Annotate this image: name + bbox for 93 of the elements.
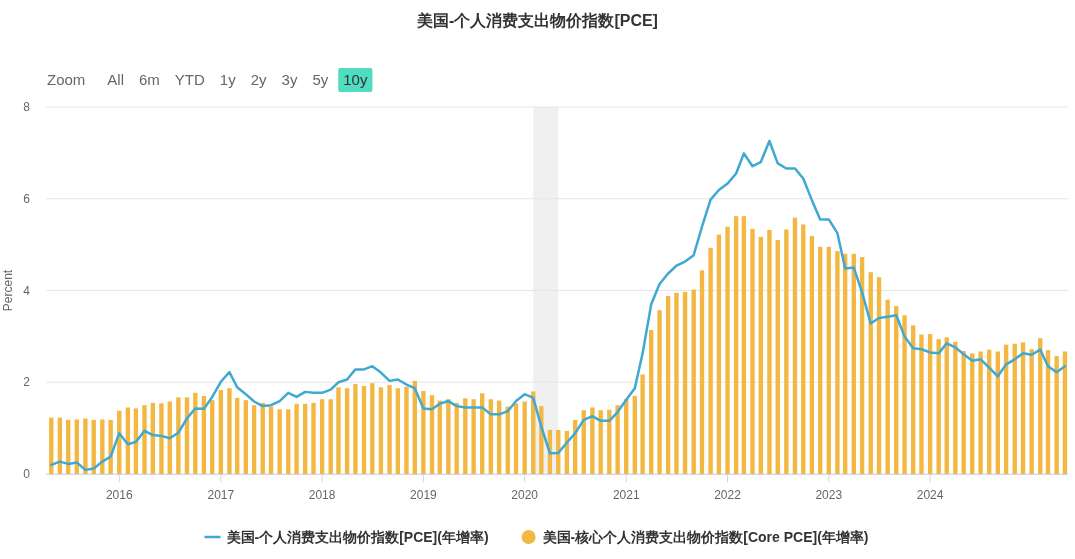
bar [142,405,147,474]
x-tick-label: 2017 [207,488,235,502]
bar [268,406,274,474]
bar [344,388,350,474]
bar [319,399,325,474]
bar [665,296,671,474]
bar [674,292,679,474]
bar [733,216,739,474]
bar [716,234,722,474]
bar [210,400,215,474]
bar [361,385,367,474]
y-tick-label: 4 [23,283,31,298]
bar [1029,349,1034,474]
y-axis-title: Percent [1,269,15,312]
bar [919,334,924,474]
bar [590,407,595,474]
bar [243,400,248,474]
bar [277,409,282,474]
x-tick-label: 2019 [410,488,438,502]
bar [885,299,890,474]
bar [395,388,401,474]
bar [336,387,341,474]
bar [522,401,527,474]
bar [387,385,392,474]
legend-label: 美国-个人消费支出物价指数[PCE](年增率) [225,529,489,545]
bar [708,247,713,474]
bar [513,403,519,474]
bar [741,216,747,474]
bar [649,329,654,474]
bar [640,374,645,474]
bar [835,251,840,474]
bar [682,291,688,474]
bar [294,403,299,474]
x-tick-label: 2018 [308,488,336,502]
bar [818,246,823,474]
bar [302,403,308,474]
bar [607,409,612,474]
bar [100,419,105,474]
y-tick-label: 8 [23,100,31,114]
bar [83,418,88,474]
bar [353,384,358,474]
x-tick-label: 2024 [916,488,944,502]
bar [936,339,941,474]
bar [801,224,806,474]
x-tick-label: 2020 [511,488,539,502]
x-tick-label: 2023 [815,488,843,502]
bar [750,229,755,474]
bar [809,235,815,474]
bar [370,383,375,474]
bar [404,386,409,474]
bar [953,341,958,474]
bar [826,246,831,474]
x-tick-label: 2016 [105,488,133,502]
x-tick-label: 2021 [612,488,640,502]
bar [691,289,696,474]
bar [454,402,459,474]
bar [108,419,113,474]
line-series [50,139,1067,472]
bar [876,277,882,474]
bar [446,399,451,474]
bar [227,388,232,474]
bar [775,240,780,474]
bar [615,405,620,474]
bar [159,403,164,474]
bar [784,229,789,474]
bar [657,310,662,474]
bar [471,399,476,474]
bar [699,270,705,474]
bar [1054,356,1059,474]
bar [978,351,983,474]
bar [767,229,772,474]
bar [792,217,798,474]
range-selector: Zoom All 6m YTD 1y 2y 3y 5y 10y [47,68,373,92]
chart-title: 美国-个人消费支出物价指数[PCE] [416,11,658,29]
bar [286,409,291,474]
bar [328,399,333,474]
bar [632,396,638,474]
y-tick-label: 2 [23,375,31,390]
bar [234,397,240,474]
bar [725,226,730,474]
bar [421,390,426,474]
bar [251,405,257,474]
bar [902,315,907,474]
bar [961,351,966,474]
y-tick-label: 0 [23,467,31,481]
bar [311,402,316,474]
x-tick-label: 2022 [714,488,742,502]
y-tick-label: 6 [23,191,31,206]
bar [176,397,181,474]
bar [758,236,764,474]
legend-label: 美国-核心个人消费支出物价指数[Core PCE](年增率) [541,529,869,545]
bar [378,387,384,474]
bar [218,390,224,474]
